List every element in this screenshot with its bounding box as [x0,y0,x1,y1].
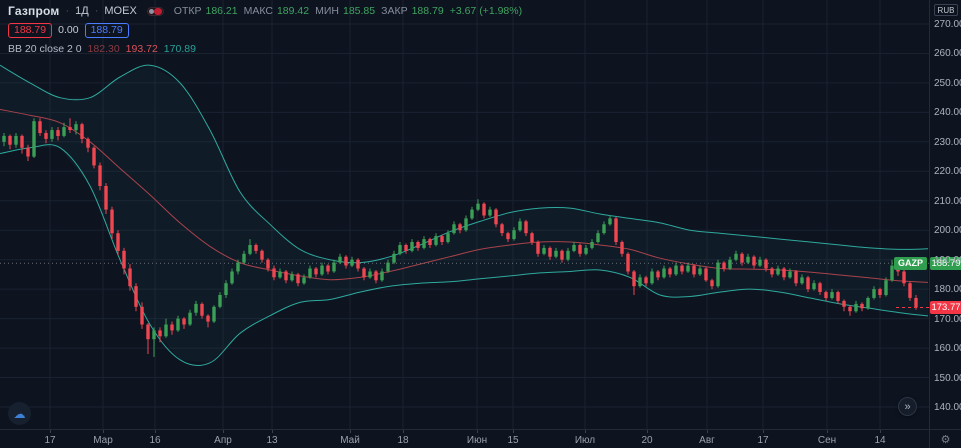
price-tick-label: 250.00 [934,77,961,89]
symbol-tag-text: GAZP [897,258,923,269]
time-tick-label: 17 [757,435,769,446]
last-price-badge: 173.77 [930,300,961,314]
time-tick-label: Июл [574,435,596,446]
low-value: 185.85 [342,5,376,17]
price-tick-label: 200.00 [934,225,961,237]
symbol-price-tag: GAZP [893,256,927,270]
time-tick-label: Сен [817,435,837,446]
price-tick-label: 160.00 [934,343,961,355]
time-tick-label: Июн [466,435,488,446]
price-tick-label: 220.00 [934,166,961,178]
close-value: 188.79 [411,5,444,17]
toggle-red-indicator-icon [153,7,162,15]
price-tick-label: 180.00 [934,284,961,296]
bid-ask-row: 188.79 0.00 188.79 [8,22,522,38]
bb-upper-value: 193.72 [125,43,158,55]
time-tick-mark [477,430,478,433]
time-tick-label: 16 [149,435,161,446]
bollinger-lower-line [0,144,929,366]
time-axis[interactable]: 17 Мар 16 Апр 13 Май 18 Июн 15 Июл 20 Авг 17 Сен 14 [0,429,929,448]
time-tick-mark [155,430,156,433]
bid-button[interactable]: 188.79 [8,22,53,38]
open-value: 186.21 [205,5,238,17]
open-label: ОТКР [173,5,202,17]
exchange-label[interactable]: MOEX [104,5,137,17]
symbol-status-row: Газпром · 1Д · MOEX ОТКР 186.21 МАКС 189… [8,3,522,19]
time-tick-label: 17 [44,435,56,446]
bollinger-fill [0,65,928,363]
spread-value: 0.00 [58,24,79,36]
axis-settings-corner[interactable]: ⚙ [929,429,961,448]
time-tick-mark [272,430,273,433]
time-tick-label: 20 [641,435,653,446]
gear-icon: ⚙ [940,433,951,446]
time-tick-mark [827,430,828,433]
bb-lower-value: 170.89 [163,43,196,55]
price-tick-label: 150.00 [934,372,961,384]
time-tick-label: 18 [397,435,409,446]
time-tick-label: 13 [266,435,278,446]
toggle-knob-icon [148,8,154,14]
time-tick-label: 14 [874,435,886,446]
price-tick-label: 140.00 [934,401,961,413]
time-tick-mark [647,430,648,433]
price-tick-label: 260.00 [934,48,961,60]
price-tick-label: 230.00 [934,136,961,148]
bb-basis-value: 182.30 [87,43,120,55]
time-tick-mark [763,430,764,433]
price-tick-label: 190.00 [934,254,961,266]
indicator-row: BB 20 close 2 0 182.30 193.72 170.89 [8,41,522,57]
time-tick-label: Апр [214,435,232,446]
gridlines [0,0,929,429]
time-tick-label: Мар [93,435,113,446]
time-tick-mark [513,430,514,433]
indicator-name[interactable]: BB 20 close 2 0 [8,43,82,55]
logo-badge[interactable]: ☁ [8,402,31,425]
separator-dot: · [65,5,70,17]
chart-canvas[interactable] [0,0,929,429]
separator-dot: · [94,5,99,17]
interval-button[interactable]: 1Д [75,5,89,17]
time-tick-mark [350,430,351,433]
chart-legend: Газпром · 1Д · MOEX ОТКР 186.21 МАКС 189… [8,3,522,57]
market-status-toggle[interactable] [146,6,164,16]
scroll-to-recent-button[interactable]: » [898,397,917,417]
time-tick-label: 15 [507,435,519,446]
time-tick-mark [50,430,51,433]
symbol-price-badge: 188.79 [930,256,961,270]
time-tick-mark [103,430,104,433]
price-tick-label: 210.00 [934,195,961,207]
time-tick-mark [585,430,586,433]
price-tick-label: 270.00 [934,19,961,30]
double-chevron-right-icon: » [904,400,911,413]
currency-badge: RUB [934,4,958,16]
time-tick-mark [403,430,404,433]
logo-icon: ☁ [13,406,26,421]
time-tick-mark [707,430,708,433]
candles [2,118,918,357]
high-value: 189.42 [276,5,310,17]
bollinger-upper-line [0,64,929,264]
price-tick-label: 170.00 [934,313,961,325]
time-tick-label: Авг [699,435,715,446]
low-label: МИН [315,5,339,17]
chart-pane: Газпром · 1Д · MOEX ОТКР 186.21 МАКС 189… [0,0,929,429]
time-tick-label: Май [340,435,360,446]
ask-button[interactable]: 188.79 [84,22,129,38]
close-label: ЗАКР [381,5,408,17]
high-label: МАКС [243,5,273,17]
time-tick-mark [880,430,881,433]
time-tick-mark [223,430,224,433]
price-tick-label: 240.00 [934,107,961,119]
price-axis[interactable]: RUB 188.79 173.77 270.00 260.00 250.00 240.… [929,0,961,429]
symbol-name[interactable]: Газпром [8,4,60,18]
change-value: +3.67 (+1.98%) [449,5,523,17]
